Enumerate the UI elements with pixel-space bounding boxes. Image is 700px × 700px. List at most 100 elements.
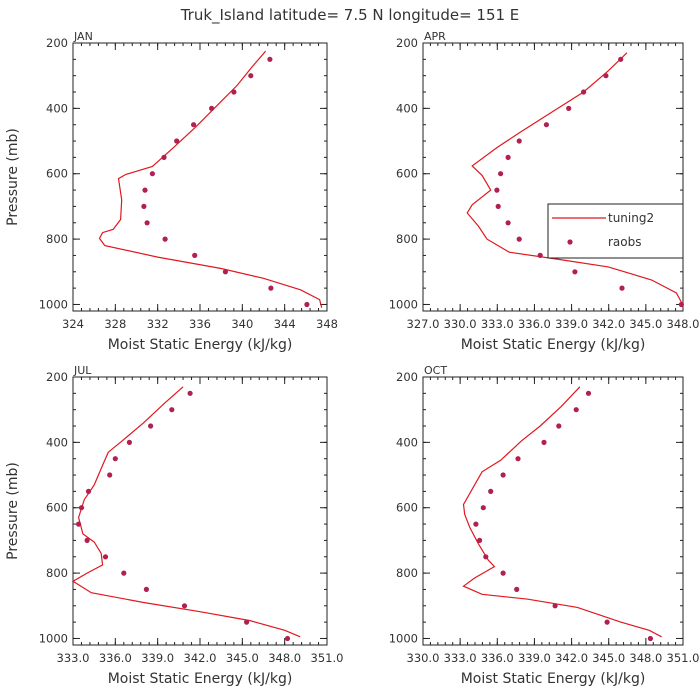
legend-label-model: tuning2 — [608, 211, 654, 225]
panels-group: JAN 324 328 332 336 340 344 348 200 400 600 800 1000… — [5, 30, 699, 687]
y-tick-label: 400 — [396, 435, 418, 449]
data-point-raobs — [231, 89, 237, 95]
data-point-raobs — [552, 603, 558, 609]
x-tick-label: 348.0 — [629, 651, 662, 665]
data-point-raobs — [604, 619, 610, 625]
x-tick-label: 345.0 — [592, 651, 625, 665]
data-point-raobs — [143, 586, 149, 593]
legend-box — [547, 203, 684, 259]
panel-title: APR — [424, 30, 446, 43]
x-tick-label: 348 — [316, 317, 338, 331]
data-point-raobs — [149, 171, 155, 177]
x-axis-label: Moist Static Energy (kJ/kg) — [108, 671, 293, 687]
y-tick-label: 1000 — [389, 631, 418, 645]
x-tick-label: 344 — [274, 317, 296, 331]
data-point-raobs — [477, 537, 483, 544]
panel-title: JUL — [73, 364, 92, 377]
y-tick-label: 600 — [46, 167, 68, 181]
x-tick-label: 330.0 — [444, 317, 477, 331]
data-point-raobs — [142, 187, 148, 193]
data-point-raobs — [148, 423, 154, 429]
x-tick-label: 336.0 — [99, 651, 132, 665]
y-tick-label: 400 — [396, 101, 418, 115]
series-line-tuning2 — [466, 52, 684, 305]
x-tick-label: 342.0 — [555, 651, 588, 665]
panel-title: JAN — [73, 30, 93, 43]
data-point-raobs — [618, 56, 624, 62]
data-point-raobs — [515, 456, 521, 462]
y-tick-label: 600 — [396, 167, 418, 181]
y-tick-label: 800 — [46, 566, 68, 580]
data-point-raobs — [678, 301, 685, 308]
x-axis-label: Moist Static Energy (kJ/kg) — [108, 337, 293, 353]
data-point-raobs — [169, 407, 175, 413]
data-point-raobs — [304, 301, 310, 308]
x-tick-label: 340 — [231, 317, 253, 331]
data-point-raobs — [500, 472, 506, 478]
data-point-raobs — [112, 456, 118, 462]
data-point-raobs — [537, 252, 543, 258]
data-point-raobs — [488, 488, 494, 494]
data-point-raobs — [141, 203, 147, 209]
data-point-raobs — [162, 236, 168, 242]
plot-frame — [72, 376, 328, 646]
data-point-raobs — [84, 537, 90, 544]
data-point-raobs — [566, 105, 572, 111]
x-tick-label: 339.0 — [518, 651, 551, 665]
series-line-tuning2 — [462, 386, 662, 638]
data-point-raobs — [500, 570, 506, 576]
y-tick-label: 400 — [46, 101, 68, 115]
data-point-raobs — [121, 570, 127, 576]
x-tick-label: 348.0 — [667, 317, 700, 331]
data-point-raobs — [473, 521, 479, 527]
x-tick-label: 339.0 — [141, 651, 174, 665]
y-tick-label: 800 — [396, 232, 418, 246]
series-line-tuning2 — [71, 386, 301, 638]
data-point-raobs — [192, 252, 198, 258]
data-point-raobs — [483, 554, 489, 560]
x-tick-label: 342.0 — [184, 651, 217, 665]
panel-oct: OCT 330.0 333.0 336.0 339.0 342.0 345.0 348.0 35… — [389, 364, 700, 687]
x-tick-label: 332 — [147, 317, 169, 331]
data-point-raobs — [541, 439, 547, 445]
x-tick-label: 333.0 — [57, 651, 90, 665]
legend-label-obs: raobs — [608, 235, 642, 249]
legend-marker-swatch — [567, 239, 573, 245]
y-tick-label: 200 — [46, 370, 68, 384]
data-point-raobs — [209, 105, 215, 111]
y-tick-label: 1000 — [39, 297, 68, 311]
series-line-tuning2 — [98, 50, 323, 308]
x-tick-label: 345.0 — [226, 651, 259, 665]
data-point-raobs — [85, 488, 92, 494]
data-point-raobs — [174, 138, 180, 144]
plot-frame — [72, 42, 328, 312]
data-point-raobs — [181, 603, 188, 609]
data-point-raobs — [191, 122, 197, 128]
plot-frame — [422, 376, 684, 646]
data-point-raobs — [505, 220, 511, 226]
x-tick-label: 336.0 — [518, 317, 551, 331]
data-point-raobs — [268, 285, 274, 291]
plot-frame — [422, 42, 684, 312]
x-tick-label: 348.0 — [268, 651, 301, 665]
y-tick-label: 1000 — [39, 631, 68, 645]
x-tick-label: 336 — [189, 317, 211, 331]
data-point-raobs — [516, 138, 522, 144]
data-point-raobs — [498, 171, 504, 177]
panel-jan: JAN 324 328 332 336 340 344 348 200 400 600 800 1000… — [5, 30, 338, 353]
x-tick-label: 351.0 — [311, 651, 344, 665]
data-point-raobs — [222, 269, 228, 275]
data-point-raobs — [126, 439, 132, 445]
data-point-raobs — [78, 505, 85, 511]
x-tick-label: 342.0 — [592, 317, 625, 331]
y-tick-label: 200 — [396, 370, 418, 384]
data-point-raobs — [161, 154, 167, 160]
y-tick-label: 1000 — [389, 297, 418, 311]
data-point-raobs — [505, 154, 511, 160]
x-tick-label: 339.0 — [555, 317, 588, 331]
panel-title: OCT — [424, 364, 447, 377]
data-point-raobs — [102, 554, 109, 560]
x-tick-label: 333.0 — [481, 317, 514, 331]
panel-apr: APR 327.0 330.0 333.0 336.0 339.0 342.0 345.0 34… — [389, 30, 700, 353]
